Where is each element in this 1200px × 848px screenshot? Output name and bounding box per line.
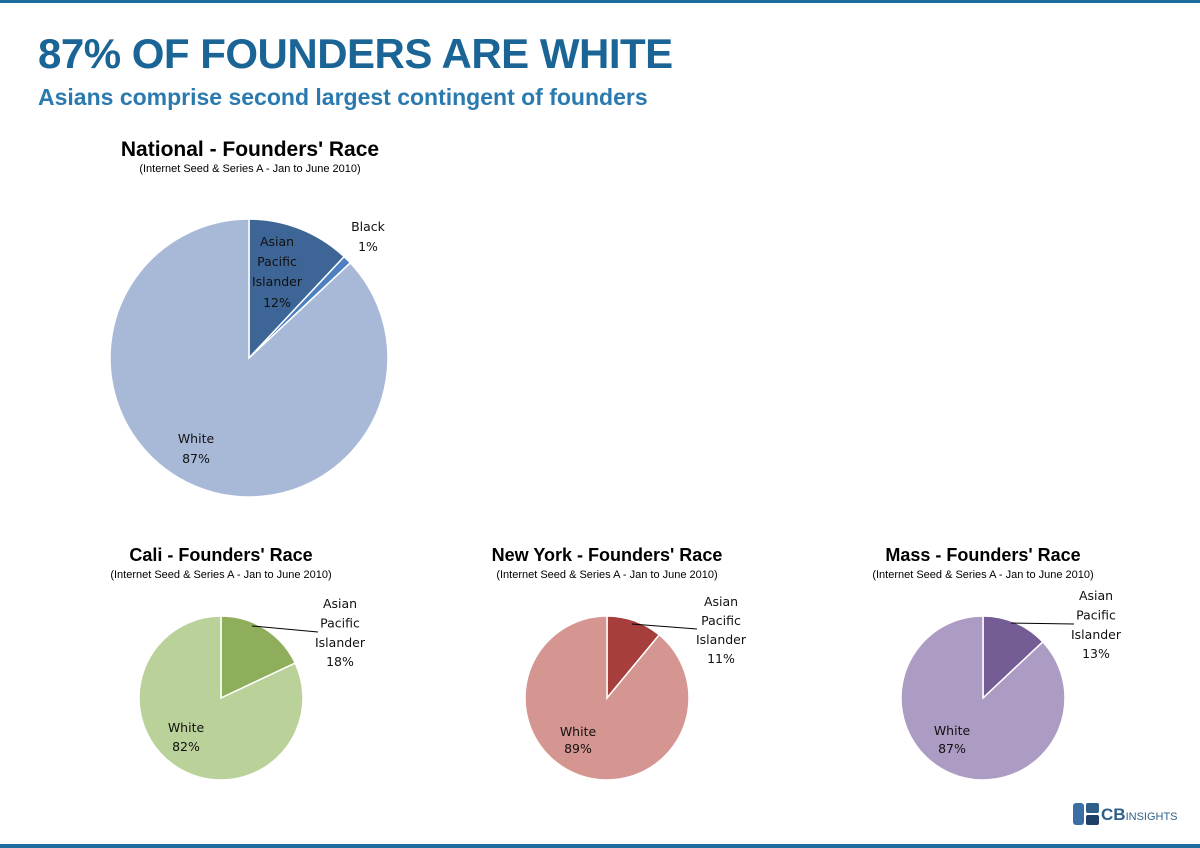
bottom-border (0, 844, 1200, 848)
chart-title-national: National - Founders' Race (120, 138, 380, 161)
slice-value-national-2: 87% (182, 451, 210, 466)
slice-value-new-york-1: 89% (564, 741, 592, 756)
slice-label-new-york-1: White (560, 724, 597, 739)
logo-brand: CB (1101, 805, 1126, 824)
logo-suffix: INSIGHTS (1125, 811, 1178, 823)
cb-logo-wordmark: CBINSIGHTS (1101, 805, 1178, 825)
slice-value-national-0: 12% (263, 295, 291, 310)
slice-label-cali-0: Islander (315, 635, 366, 650)
slice-label-national-0: Asian (260, 234, 294, 249)
slice-label-mass-0: Islander (1071, 627, 1122, 642)
pie-slice-cali-0 (220, 615, 297, 700)
leader-line-mass-0 (1010, 622, 1075, 625)
chart-title-mass: Mass - Founders' Race (885, 545, 1081, 565)
leader-line-new-york-0 (631, 623, 698, 630)
chart-subtitle-cali: (Internet Seed & Series A - Jan to June … (110, 569, 332, 581)
chart-subtitle-new-york: (Internet Seed & Series A - Jan to June … (496, 569, 718, 581)
pie-slice-national-0 (248, 218, 346, 360)
page-subtitle: Asians comprise second largest contingen… (38, 84, 648, 110)
chart-subtitle-mass: (Internet Seed & Series A - Jan to June … (872, 569, 1094, 581)
slice-value-mass-1: 87% (938, 741, 966, 756)
slice-label-national-0: Islander (252, 274, 303, 289)
slice-label-new-york-0: Islander (696, 632, 747, 647)
slice-value-cali-0: 18% (326, 654, 354, 669)
page-title: 87% OF FOUNDERS ARE WHITE (38, 30, 673, 77)
pie-slice-national-2 (109, 218, 389, 498)
chart-title-cali: Cali - Founders' Race (129, 545, 313, 565)
top-border (0, 0, 1200, 3)
slice-label-new-york-0: Pacific (701, 613, 741, 628)
cb-logo-icon (1073, 803, 1099, 825)
slice-label-cali-0: Asian (323, 596, 357, 611)
pie-slice-mass-1 (900, 615, 1066, 781)
slice-label-new-york-0: Asian (704, 594, 738, 609)
slice-value-national-1: 1% (358, 239, 378, 254)
slice-label-national-1: Black (351, 219, 386, 234)
slice-label-cali-1: White (168, 720, 205, 735)
chart-title-new-york: New York - Founders' Race (491, 545, 723, 565)
chart-subtitle-national: (Internet Seed & Series A - Jan to June … (139, 163, 361, 175)
slice-label-mass-0: Asian (1079, 588, 1113, 603)
pie-slice-cali-1 (138, 615, 304, 781)
slice-value-cali-1: 82% (172, 739, 200, 754)
slice-label-national-0: Pacific (257, 254, 297, 269)
leader-line-cali-0 (251, 625, 319, 633)
slice-label-mass-1: White (934, 723, 971, 738)
slice-label-mass-0: Pacific (1076, 608, 1116, 623)
cb-insights-logo: CBINSIGHTS (1073, 802, 1183, 826)
slice-value-new-york-0: 11% (707, 651, 735, 666)
slice-label-national-2: White (178, 431, 215, 446)
slice-label-cali-0: Pacific (320, 616, 360, 631)
slice-value-mass-0: 13% (1082, 646, 1110, 661)
pie-slice-new-york-1 (524, 615, 690, 781)
